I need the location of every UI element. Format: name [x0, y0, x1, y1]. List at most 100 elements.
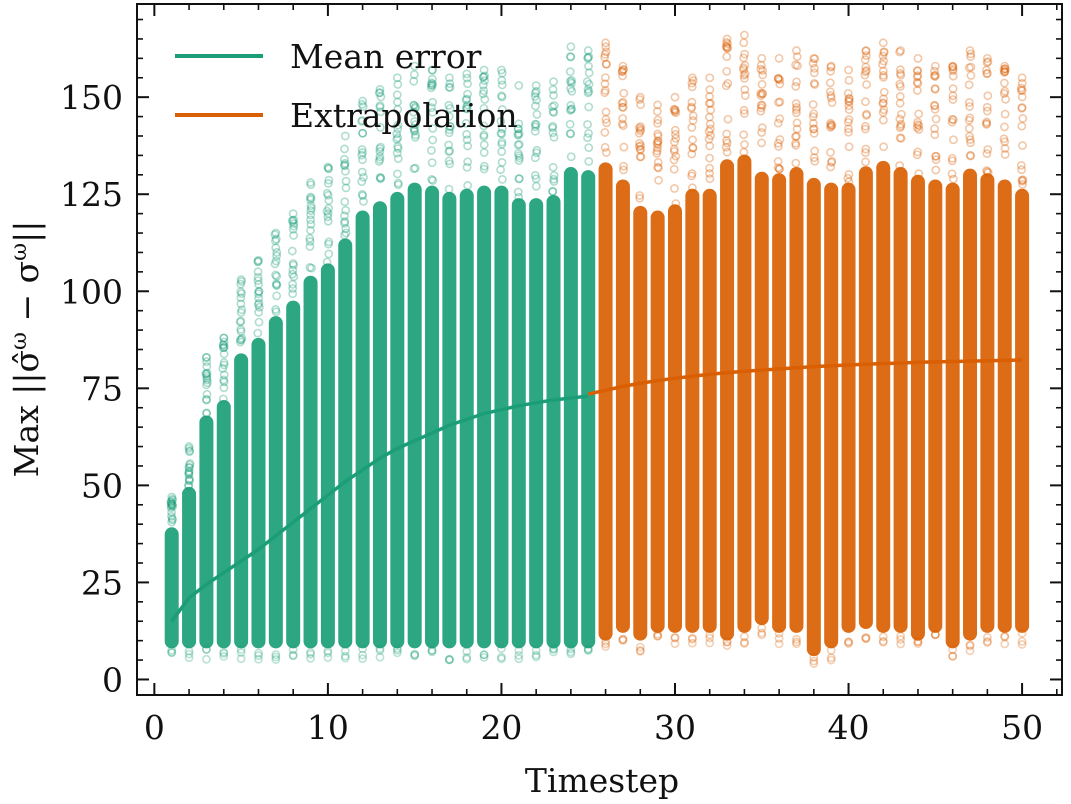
scatter-point: [202, 375, 212, 385]
scatter-core: [251, 337, 266, 649]
scatter-point: [288, 289, 298, 299]
scatter-point: [322, 188, 332, 198]
scatter-point: [861, 46, 871, 55]
scatter-point: [184, 474, 194, 484]
scatter-point: [254, 289, 263, 299]
scatter-point: [478, 72, 488, 82]
scatter-point: [566, 42, 576, 52]
scatter-point: [948, 651, 958, 661]
scatter-point: [948, 62, 958, 71]
scatter-column: [529, 81, 544, 662]
scatter-point: [218, 340, 228, 350]
x-tick-label: 30: [654, 708, 696, 747]
scatter-point: [219, 333, 229, 343]
scatter-point: [357, 167, 367, 177]
scatter-point: [913, 637, 923, 647]
scatter-point: [237, 305, 247, 315]
scatter-point: [948, 64, 958, 74]
scatter-point: [964, 63, 974, 73]
scatter-point: [427, 175, 437, 184]
scatter-point: [669, 104, 679, 114]
scatter-core: [615, 179, 630, 633]
scatter-point: [583, 120, 592, 129]
scatter-point: [202, 378, 212, 388]
scatter-core: [494, 185, 509, 649]
scatter-point: [895, 123, 905, 132]
scatter-core: [1015, 188, 1030, 633]
scatter-point: [948, 115, 958, 125]
scatter-point: [688, 143, 698, 153]
scatter-point: [756, 100, 766, 110]
scatter-point: [410, 651, 420, 661]
scatter-point: [236, 324, 246, 334]
scatter-point: [393, 169, 402, 179]
scatter-point: [966, 62, 976, 72]
scatter-point: [530, 119, 540, 129]
scatter-point: [913, 120, 923, 129]
scatter-point: [462, 653, 472, 662]
scatter-point: [549, 90, 558, 100]
scatter-point: [670, 106, 680, 115]
scatter-point: [792, 108, 801, 118]
scatter-point: [774, 53, 784, 63]
scatter-point: [584, 143, 594, 153]
scatter-point: [792, 637, 801, 647]
scatter-point: [775, 97, 785, 107]
scatter-point: [236, 654, 246, 664]
scatter-point: [844, 96, 853, 106]
scatter-point: [167, 492, 177, 502]
scatter-point: [982, 65, 991, 75]
scatter-point: [723, 39, 732, 49]
scatter-point: [688, 143, 698, 152]
scatter-point: [982, 636, 992, 646]
scatter-point: [705, 638, 715, 648]
scatter-point: [705, 163, 714, 173]
scatter-point: [618, 97, 628, 107]
scatter-point: [930, 630, 940, 639]
scatter-point: [167, 507, 176, 517]
scatter-point: [184, 646, 194, 656]
scatter-point: [324, 249, 334, 259]
scatter-point: [307, 263, 316, 273]
scatter-point: [931, 151, 941, 161]
scatter-point: [531, 652, 541, 662]
scatter-point: [706, 105, 716, 115]
scatter-point: [531, 650, 541, 660]
scatter-point: [341, 224, 351, 234]
scatter-point: [584, 156, 594, 166]
scatter-point: [619, 88, 629, 98]
scatter-point: [757, 53, 767, 63]
scatter-point: [218, 340, 228, 350]
scatter-point: [1017, 73, 1027, 83]
scatter-point: [826, 645, 836, 655]
scatter-point: [635, 144, 645, 154]
scatter-point: [219, 375, 229, 385]
scatter-point: [376, 173, 386, 183]
scatter-point: [497, 92, 507, 102]
scatter-point: [912, 77, 922, 87]
scatter-point: [653, 131, 663, 141]
scatter-column: [303, 178, 318, 663]
scatter-point: [739, 38, 749, 48]
scatter-point: [357, 116, 367, 126]
scatter-column: [928, 61, 943, 640]
scatter-point: [253, 257, 263, 267]
scatter-point: [844, 127, 853, 137]
scatter-point: [965, 641, 975, 651]
scatter-point: [549, 647, 558, 657]
scatter-point: [617, 119, 627, 129]
legend-label-mean-error: Mean error: [290, 37, 482, 76]
scatter-point: [375, 102, 385, 112]
scatter-point: [305, 236, 315, 246]
scatter-point: [999, 78, 1009, 88]
scatter-point: [411, 120, 420, 129]
scatter-point: [808, 118, 818, 128]
scatter-point: [445, 159, 455, 169]
scatter-point: [652, 149, 662, 158]
scatter-point: [272, 271, 282, 281]
scatter-point: [514, 192, 524, 202]
scatter-point: [826, 91, 836, 100]
scatter-point: [809, 124, 818, 134]
scatter-point: [270, 259, 280, 269]
scatter-point: [497, 105, 507, 114]
